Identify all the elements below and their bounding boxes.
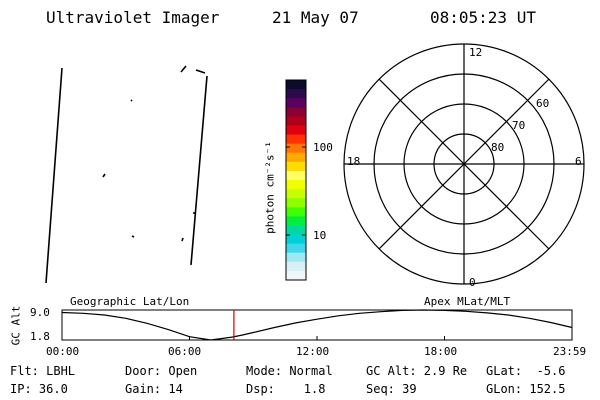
altitude-xtick-6: 06:00 <box>168 345 202 358</box>
colorbar-segment <box>286 89 306 99</box>
mlt-label-0: 0 <box>469 276 476 289</box>
colorbar-segment <box>286 243 306 254</box>
colorbar-segment <box>286 134 306 145</box>
mlt-label-18: 18 <box>347 155 361 168</box>
altitude-ytick-1-8: 1.8 <box>30 330 50 343</box>
colorbar-segment <box>286 180 306 190</box>
colorbar-segment <box>286 252 306 263</box>
altitude-xtick-24: 23:59 <box>553 345 587 358</box>
colorbar-border <box>285 79 307 281</box>
time-label: 08:05:23 UT <box>430 8 536 27</box>
colorbar-segment <box>286 261 306 272</box>
colorbar-segment <box>286 143 306 154</box>
altitude-x-ticks <box>61 336 573 340</box>
mlt-label-6: 6 <box>575 155 582 168</box>
lat-label-70: 70 <box>512 119 526 132</box>
lat-label-60: 60 <box>536 97 550 110</box>
date-label: 21 May 07 <box>272 8 359 27</box>
colorbar-segment <box>286 270 306 281</box>
altitude-xtick-12: 12:00 <box>296 345 330 358</box>
altitude-curve <box>61 309 573 341</box>
colorbar-segment <box>286 216 306 226</box>
gain-status: Gain: 14 <box>125 382 183 396</box>
colorbar-unit-label: photon cm⁻²s⁻¹ <box>263 141 277 234</box>
polar-grid <box>343 43 585 285</box>
ip-status: IP: 36.0 <box>10 382 68 396</box>
colorbar-segment <box>286 225 306 236</box>
altitude-plot-frame <box>61 309 573 341</box>
glon-status: GLon: 152.5 <box>486 382 566 396</box>
mode-status: Mode: Normal <box>246 364 333 378</box>
colorbar-tick-label-10: 10 <box>313 229 327 242</box>
altitude-ytick-9: 9.0 <box>30 306 50 319</box>
polar-diagonal <box>378 78 550 250</box>
colorbar-tick-label-100: 100 <box>313 141 333 154</box>
altitude-y-axis-label: GC Alt <box>9 305 23 346</box>
colorbar <box>285 79 307 281</box>
glat-status: GLat: -5.6 <box>486 364 566 378</box>
app-title: Ultraviolet Imager <box>46 8 220 27</box>
altitude-title-left: Geographic Lat/Lon <box>70 295 190 308</box>
image-streak <box>180 65 187 73</box>
seq-status: Seq: 39 <box>366 382 417 396</box>
door-status: Door: Open <box>125 364 198 378</box>
image-streak <box>130 99 133 102</box>
colorbar-segment <box>286 152 306 163</box>
colorbar-segment <box>286 116 306 126</box>
uv-image-panel <box>45 65 208 284</box>
gc-alt-status: GC Alt: 2.9 Re <box>366 364 468 378</box>
mlt-label-12: 12 <box>469 46 483 59</box>
colorbar-segment <box>286 107 306 117</box>
colorbar-segment <box>286 207 306 217</box>
altitude-xtick-0: 00:00 <box>46 345 80 358</box>
colorbar-segment <box>286 234 306 245</box>
colorbar-segment <box>286 125 306 136</box>
colorbar-segment <box>286 170 306 181</box>
image-streak <box>190 75 208 266</box>
colorbar-segment <box>286 189 306 199</box>
image-streak <box>181 237 184 242</box>
image-streak <box>45 67 63 284</box>
dsp-status: Dsp: 1.8 <box>246 382 326 396</box>
colorbar-segment <box>286 80 306 90</box>
image-streak <box>131 235 135 238</box>
colorbar-segment <box>286 161 306 172</box>
image-streak <box>102 173 106 178</box>
colorbar-segment <box>286 198 306 208</box>
image-streak <box>195 69 206 74</box>
altitude-title-right: Apex MLat/MLT <box>424 295 511 308</box>
colorbar-segment <box>286 98 306 108</box>
altitude-xtick-18: 18:00 <box>424 345 458 358</box>
filter-status: Flt: LBHL <box>10 364 76 378</box>
lat-label-80: 80 <box>491 141 505 154</box>
